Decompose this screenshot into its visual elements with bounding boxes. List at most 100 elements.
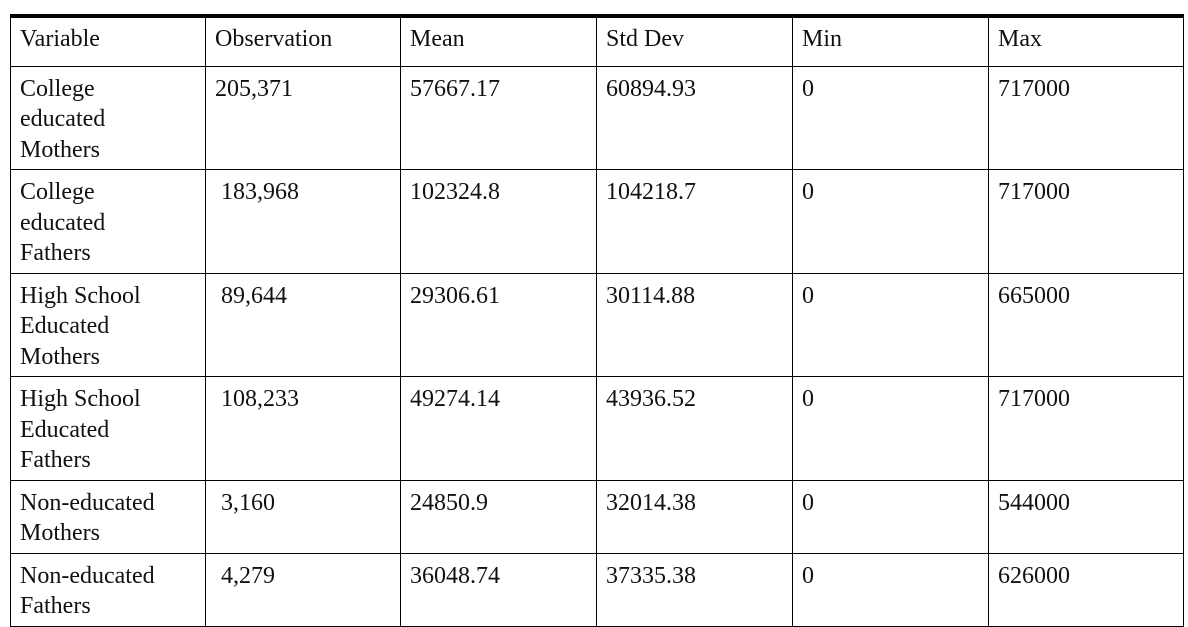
cell-text: 717000	[998, 179, 1070, 205]
variable-line: educated	[20, 209, 106, 236]
variable-line: Non-educated	[20, 562, 155, 589]
header-text: Observation	[215, 26, 333, 52]
header-cell: Std Dev	[596, 15, 793, 67]
cell-text: 3,160	[221, 489, 275, 516]
value-cell: 717000	[988, 65, 1184, 170]
value-cell: 104218.7	[596, 169, 793, 274]
table-body: Variable Observation Mean Std Dev Min Max Coll…	[10, 15, 1184, 627]
value-cell: 544000	[988, 479, 1184, 554]
value-cell: 0	[792, 65, 989, 170]
cell-text: 205,371	[215, 75, 293, 102]
header-row: Variable Observation Mean Std Dev Min Max	[10, 15, 1184, 67]
variable-line: High School	[20, 386, 141, 412]
header-text: Max	[998, 26, 1042, 52]
variable-cell: College educated Mothers	[10, 65, 206, 170]
header-text: Mean	[410, 26, 465, 52]
value-cell: 57667.17	[400, 65, 597, 170]
variable-line: Fathers	[20, 240, 91, 266]
value-cell: 43936.52	[596, 376, 793, 481]
value-cell: 29306.61	[400, 272, 597, 377]
cell-text: 104218.7	[606, 179, 696, 205]
variable-cell: Non-educated Mothers	[10, 479, 206, 554]
variable-line: Educated	[20, 416, 110, 443]
cell-text: 665000	[998, 282, 1070, 309]
header-text: Min	[802, 26, 843, 52]
value-cell: 0	[792, 479, 989, 554]
value-cell: 665000	[988, 272, 1184, 377]
cell-text: 626000	[998, 562, 1070, 589]
value-cell: 717000	[988, 169, 1184, 274]
value-cell: 30114.88	[596, 272, 793, 377]
cell-text: 183,968	[221, 179, 299, 205]
header-text: Std Dev	[606, 26, 684, 52]
variable-line: Non-educated	[20, 489, 155, 516]
data-row: College educated Fathers 183,968 102324.8 104…	[10, 169, 1184, 274]
value-cell: 0	[792, 169, 989, 274]
cell-text: 0	[802, 179, 814, 205]
cell-text: 108,233	[221, 386, 299, 412]
value-cell: 49274.14	[400, 376, 597, 481]
cell-text: 0	[802, 386, 814, 412]
header-cell: Mean	[400, 15, 597, 67]
variable-line: College	[20, 75, 95, 102]
value-cell: 37335.38	[596, 552, 793, 627]
variable-cell: High School Educated Mothers	[10, 272, 206, 377]
value-cell: 626000	[988, 552, 1184, 627]
value-cell: 108,233	[205, 376, 401, 481]
variable-line: educated	[20, 106, 106, 132]
cell-text: 717000	[998, 75, 1070, 102]
cell-text: 37335.38	[606, 562, 696, 589]
value-cell: 183,968	[205, 169, 401, 274]
data-row: High School Educated Fathers 108,233 49274.1…	[10, 376, 1184, 481]
variable-line: Educated	[20, 313, 110, 339]
cell-text: 60894.93	[606, 75, 696, 102]
variable-line: Mothers	[20, 343, 100, 370]
cell-text: 49274.14	[410, 386, 500, 412]
data-row: College educated Mothers 205,371 57667.17 608…	[10, 65, 1184, 170]
variable-cell: High School Educated Fathers	[10, 376, 206, 481]
variable-cell: Non-educated Fathers	[10, 552, 206, 627]
value-cell: 36048.74	[400, 552, 597, 627]
header-cell: Max	[988, 15, 1184, 67]
header-cell: Min	[792, 15, 989, 67]
data-row: Non-educated Fathers 4,279 36048.74 37335.38…	[10, 552, 1184, 627]
variable-line: Fathers	[20, 593, 91, 619]
variable-line: Fathers	[20, 447, 91, 473]
cell-text: 4,279	[221, 562, 275, 589]
variable-line: Mothers	[20, 520, 100, 546]
value-cell: 4,279	[205, 552, 401, 627]
value-cell: 0	[792, 272, 989, 377]
value-cell: 60894.93	[596, 65, 793, 170]
variable-line: College	[20, 179, 95, 205]
value-cell: 205,371	[205, 65, 401, 170]
data-row: Non-educated Mothers 3,160 24850.9 32014.38 0…	[10, 479, 1184, 554]
cell-text: 32014.38	[606, 489, 696, 516]
cell-text: 0	[802, 562, 814, 589]
value-cell: 32014.38	[596, 479, 793, 554]
cell-text: 89,644	[221, 282, 287, 309]
cell-text: 36048.74	[410, 562, 500, 589]
cell-text: 29306.61	[410, 282, 500, 309]
cell-text: 0	[802, 75, 814, 102]
value-cell: 102324.8	[400, 169, 597, 274]
variable-line: High School	[20, 282, 141, 309]
value-cell: 0	[792, 376, 989, 481]
cell-text: 0	[802, 282, 814, 309]
cell-text: 544000	[998, 489, 1070, 516]
value-cell: 24850.9	[400, 479, 597, 554]
header-text: Variable	[20, 26, 100, 52]
cell-text: 24850.9	[410, 489, 488, 516]
cell-text: 717000	[998, 386, 1070, 412]
cell-text: 43936.52	[606, 386, 696, 412]
value-cell: 3,160	[205, 479, 401, 554]
variable-cell: College educated Fathers	[10, 169, 206, 274]
cell-text: 102324.8	[410, 179, 500, 205]
cell-text: 57667.17	[410, 75, 500, 102]
summary-table: Variable Observation Mean Std Dev Min Max Coll…	[10, 14, 1184, 627]
header-cell: Observation	[205, 15, 401, 67]
header-cell: Variable	[10, 15, 206, 67]
cell-text: 0	[802, 489, 814, 516]
value-cell: 89,644	[205, 272, 401, 377]
data-row: High School Educated Mothers 89,644 29306.61…	[10, 272, 1184, 377]
